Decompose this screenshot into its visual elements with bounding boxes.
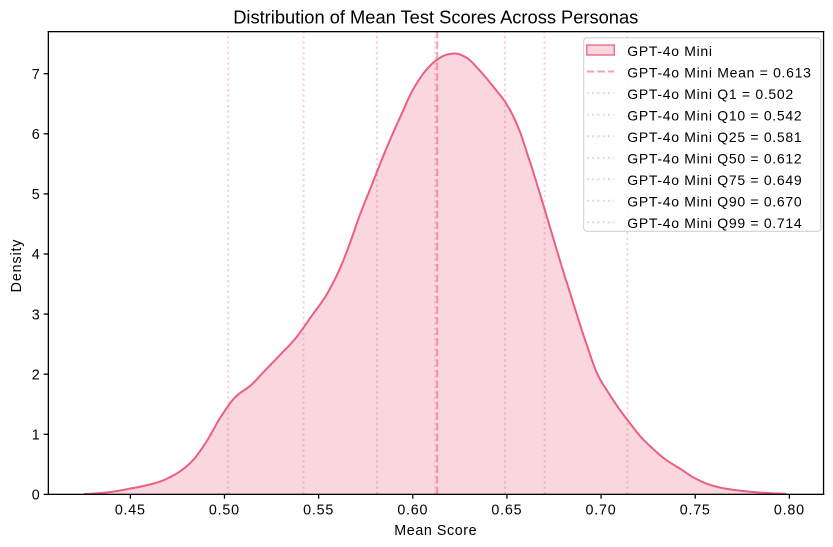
svg-text:GPT-4o Mini Q1 = 0.502: GPT-4o Mini Q1 = 0.502 [627, 86, 794, 102]
svg-text:GPT-4o Mini Q90 = 0.670: GPT-4o Mini Q90 = 0.670 [627, 194, 802, 210]
svg-text:Density: Density [9, 239, 25, 293]
svg-text:0.80: 0.80 [774, 502, 805, 518]
svg-text:3: 3 [32, 307, 40, 323]
svg-text:4: 4 [32, 247, 40, 263]
svg-text:Distribution of Mean Test Scor: Distribution of Mean Test Scores Across … [233, 6, 638, 27]
svg-text:Mean Score: Mean Score [394, 523, 477, 539]
svg-text:0.70: 0.70 [586, 502, 617, 518]
svg-text:GPT-4o Mini: GPT-4o Mini [627, 43, 712, 59]
svg-text:6: 6 [32, 127, 40, 143]
svg-text:0.55: 0.55 [303, 502, 334, 518]
svg-text:0: 0 [32, 488, 40, 504]
svg-text:GPT-4o Mini Q99 = 0.714: GPT-4o Mini Q99 = 0.714 [627, 215, 802, 231]
svg-text:GPT-4o Mini Mean = 0.613: GPT-4o Mini Mean = 0.613 [627, 64, 811, 80]
svg-text:GPT-4o Mini Q25 = 0.581: GPT-4o Mini Q25 = 0.581 [627, 129, 802, 145]
svg-text:0.45: 0.45 [115, 502, 146, 518]
svg-text:GPT-4o Mini Q10 = 0.542: GPT-4o Mini Q10 = 0.542 [627, 108, 802, 124]
svg-text:0.50: 0.50 [209, 502, 240, 518]
svg-text:2: 2 [32, 367, 40, 383]
svg-text:0.65: 0.65 [491, 502, 522, 518]
svg-text:GPT-4o Mini Q75 = 0.649: GPT-4o Mini Q75 = 0.649 [627, 172, 802, 188]
svg-text:7: 7 [32, 67, 40, 83]
svg-text:0.60: 0.60 [397, 502, 428, 518]
svg-text:0.75: 0.75 [680, 502, 711, 518]
svg-text:GPT-4o Mini Q50 = 0.612: GPT-4o Mini Q50 = 0.612 [627, 151, 802, 167]
svg-text:5: 5 [32, 187, 40, 203]
svg-text:1: 1 [32, 428, 40, 444]
